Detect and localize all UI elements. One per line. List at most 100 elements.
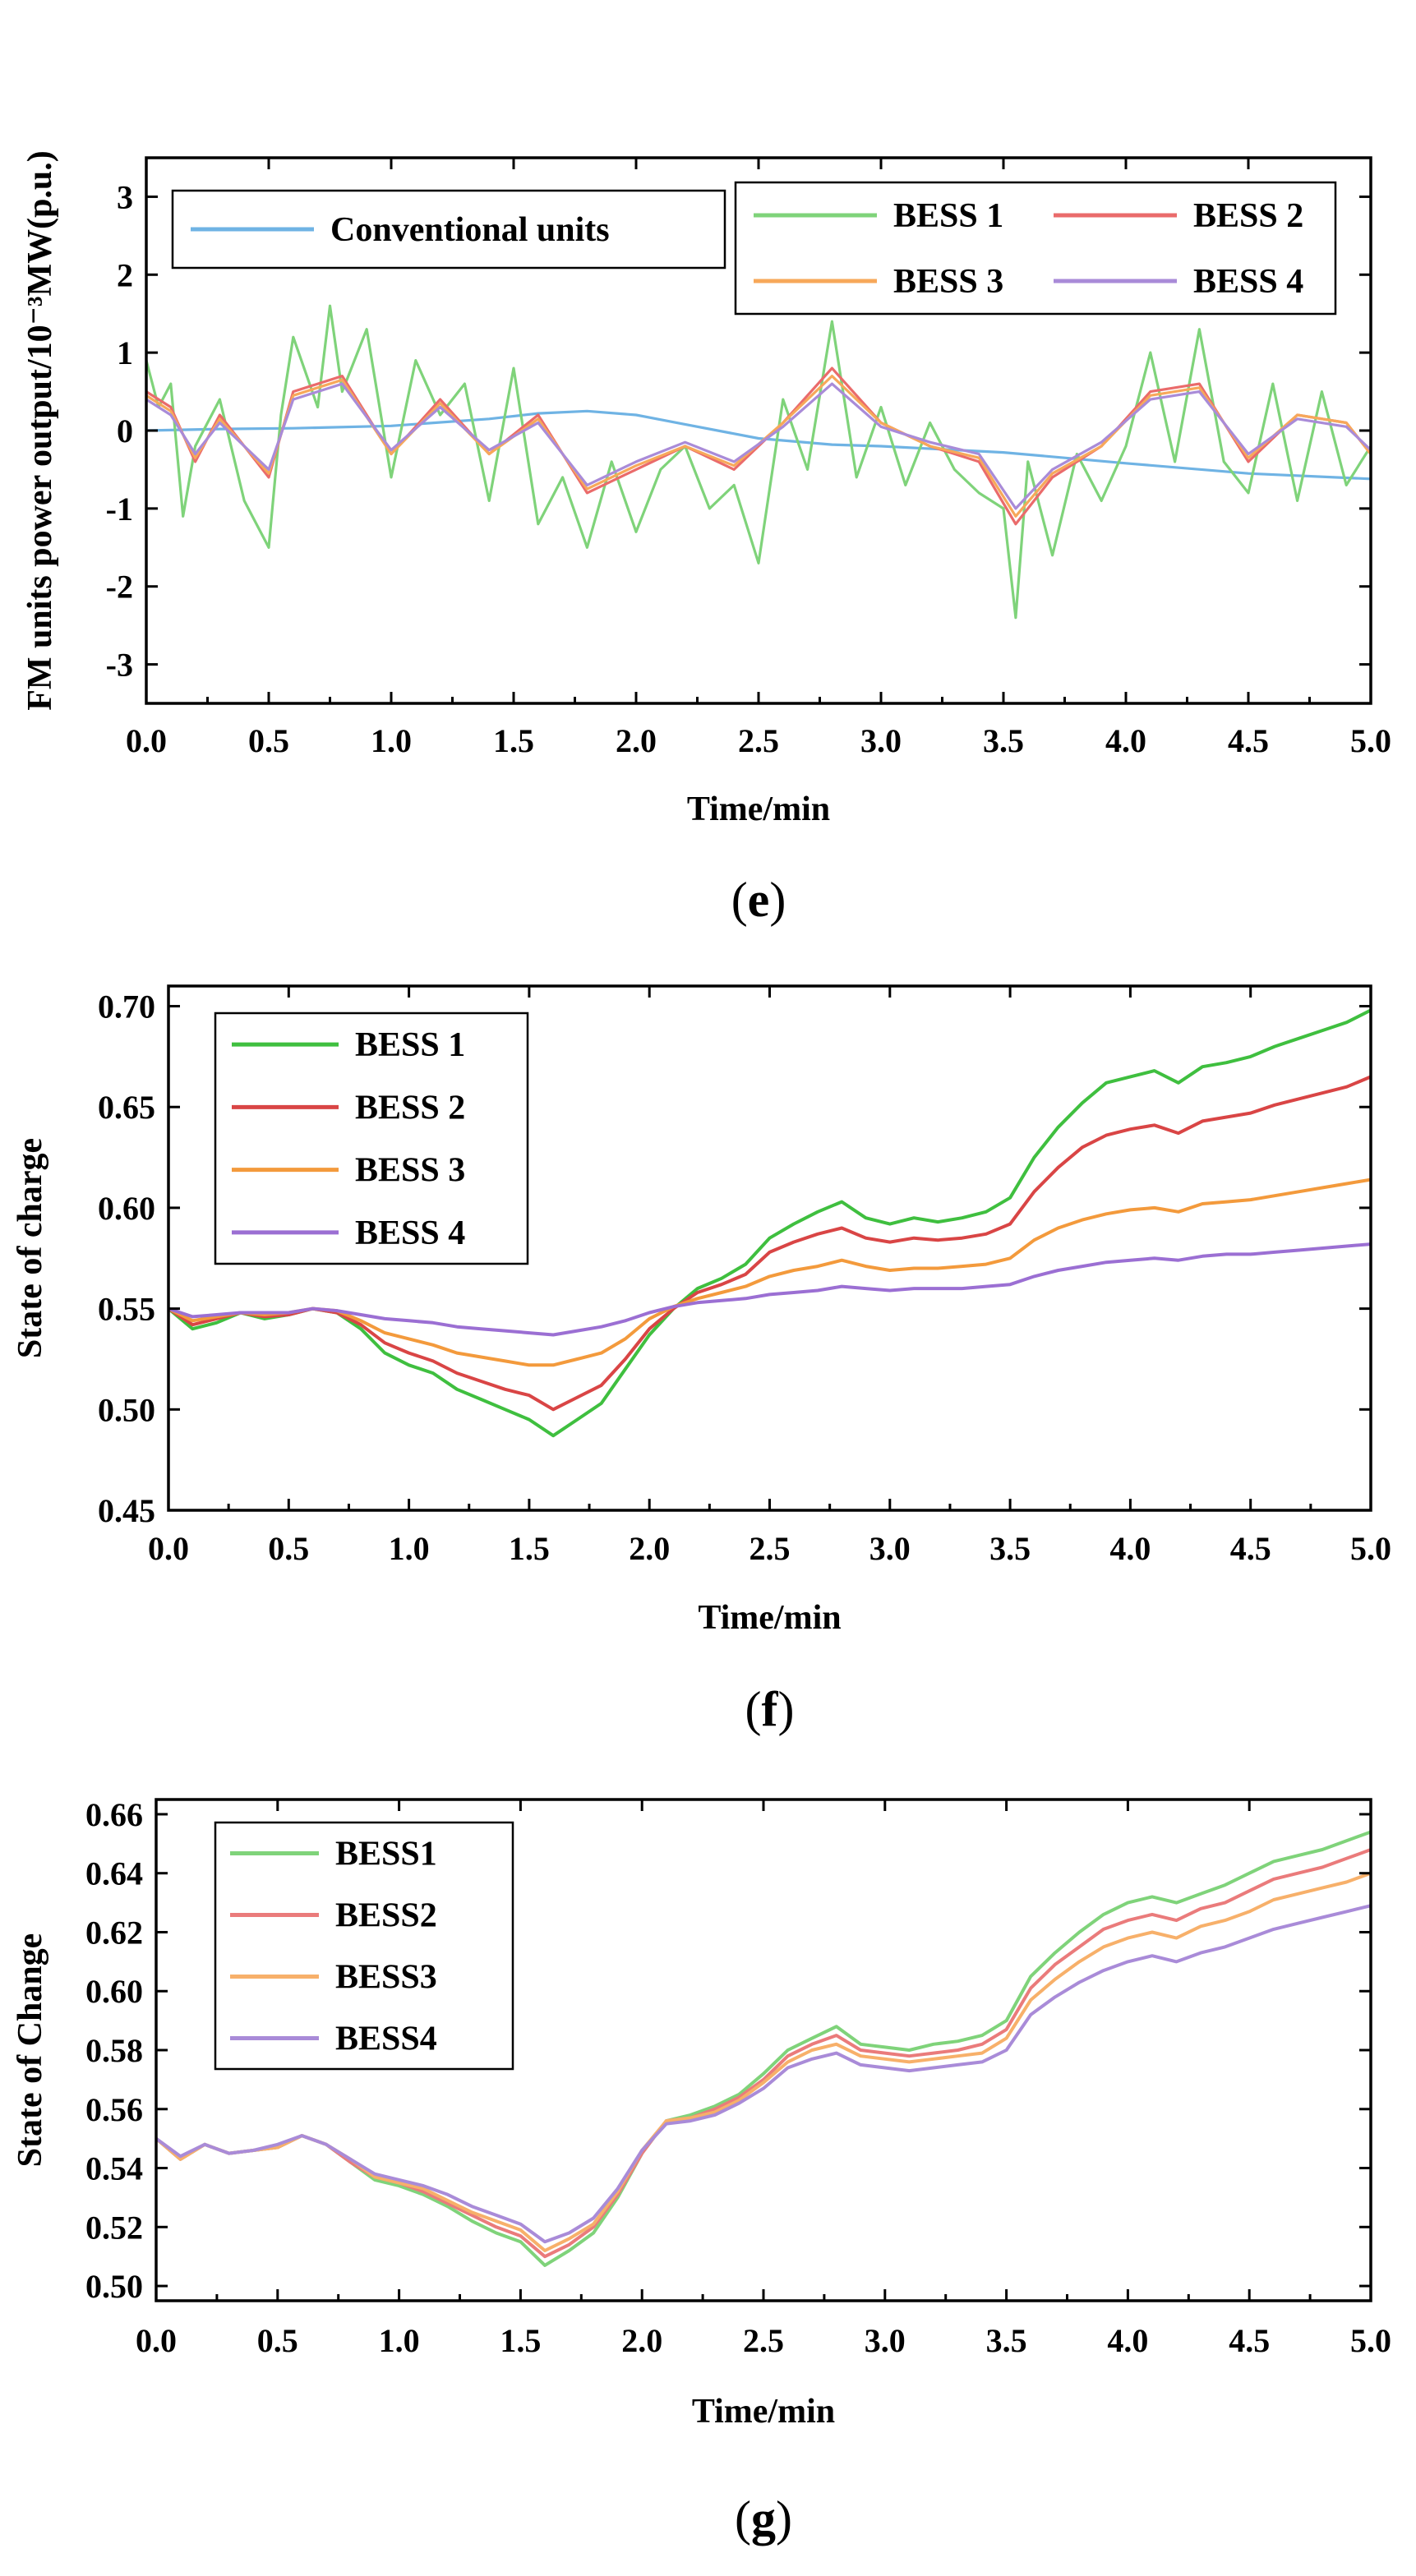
legend-box	[214, 1821, 514, 2071]
legend-label: BESS4	[335, 2021, 437, 2058]
x-tick-label: 3.5	[986, 2322, 1027, 2359]
x-tick-label: 4.0	[1109, 1530, 1151, 1567]
legend: BESS 1 BESS 2 BESS 3 BESS 4	[734, 181, 1337, 316]
x-axis-title: Time/min	[692, 2393, 835, 2431]
panel-label-close: )	[777, 1682, 794, 1736]
panel-label-open: (	[745, 1682, 762, 1736]
x-tick-label: 2.0	[629, 1530, 670, 1567]
legend-label: BESS 3	[355, 1152, 465, 1190]
panel-g-chart: 0.0 0.5 1.0 1.5 2.0 2.5 3.0 3.5 4.0 4.5 5.0 0.66 0.6…	[12, 1796, 1391, 2546]
y-tick-label: 0.50	[85, 2268, 143, 2305]
series-group	[156, 1830, 1371, 2267]
legend-label: Conventional units	[330, 211, 610, 249]
legend-box	[734, 181, 1337, 316]
x-tick-label: 3.0	[860, 722, 902, 759]
legend-label: BESS 2	[1193, 197, 1303, 235]
legend: BESS 1 BESS 2 BESS 3 BESS 4	[214, 1012, 529, 1265]
legend: Conventional units	[171, 189, 726, 270]
panel-label-close: )	[769, 873, 786, 927]
panel-label-letter: f	[762, 1682, 779, 1736]
x-tick-label: 3.5	[983, 722, 1024, 759]
panel-f-chart: 0.0 0.5 1.0 1.5 2.0 2.5 3.0 3.5 4.0 4.5 5.0 0.70 0.6…	[12, 984, 1391, 1736]
x-tick-label: 2.5	[750, 1530, 791, 1567]
series-line-bess4	[156, 1904, 1371, 2244]
x-tick-label: 1.5	[493, 722, 534, 759]
panel-label-open: (	[735, 2491, 751, 2546]
series-line-bess-4	[146, 382, 1371, 510]
panel-label-open: (	[731, 873, 748, 927]
y-tick-label: 0.54	[85, 2150, 143, 2187]
series-line-bess-3	[168, 1177, 1371, 1367]
y-tick-label: 0.55	[98, 1291, 155, 1328]
series-line-bess-2	[168, 1075, 1371, 1412]
series-line-bess-1	[168, 1008, 1371, 1438]
x-axis-title: Time/min	[698, 1599, 841, 1637]
x-tick-label: 5.0	[1350, 722, 1391, 759]
legend-label: BESS 4	[355, 1214, 465, 1252]
x-tick-label: 2.5	[743, 2322, 784, 2359]
x-tick-label: 0.5	[248, 722, 289, 759]
series-line-bess-1	[146, 304, 1371, 620]
y-axis-title: State of Change	[12, 1933, 49, 2168]
legend-label: BESS 1	[355, 1026, 465, 1064]
x-tick-label: 0.0	[148, 1530, 189, 1567]
y-tick-label: -2	[106, 569, 133, 606]
x-tick-label: 1.0	[389, 1530, 430, 1567]
legend: BESS1 BESS2 BESS3 BESS4	[214, 1821, 514, 2071]
x-tick-label: 1.0	[371, 722, 412, 759]
legend-label: BESS 4	[1193, 263, 1303, 301]
legend-label: BESS3	[335, 1959, 437, 1997]
y-tick-label: 2	[117, 256, 133, 293]
panel-label: (g)	[735, 2491, 792, 2546]
panel-e-chart: 0.0 0.5 1.0 1.5 2.0 2.5 3.0 3.5 4.0 4.5 5.0 3 2 1 0 -1 -…	[21, 150, 1391, 927]
x-tick-label: 4.0	[1107, 2322, 1148, 2359]
y-tick-label: 0.60	[98, 1190, 155, 1227]
x-tick-label: 1.5	[509, 1530, 550, 1567]
x-tick-label: 3.5	[989, 1530, 1031, 1567]
series-line-bess-4	[168, 1242, 1371, 1337]
legend-label: BESS 3	[893, 263, 1003, 301]
x-tick-label: 3.0	[865, 2322, 906, 2359]
series-group	[168, 1008, 1371, 1438]
y-tick-label: 0.45	[98, 1492, 155, 1529]
y-tick-label: 0.70	[98, 988, 155, 1025]
y-tick-label: 0.66	[85, 1796, 143, 1833]
legend-label: BESS 1	[893, 197, 1003, 235]
x-axis-title: Time/min	[687, 790, 830, 828]
x-tick-label: 2.5	[738, 722, 779, 759]
y-tick-label: -1	[106, 491, 133, 528]
y-axis-title: State of charge	[12, 1138, 49, 1358]
x-tick-label: 4.0	[1105, 722, 1146, 759]
y-tick-label: 0	[117, 412, 133, 449]
panel-label-close: )	[776, 2491, 792, 2546]
x-tick-label: 4.5	[1230, 1530, 1271, 1567]
panel-label: (f)	[745, 1682, 795, 1736]
y-tick-label: 0.65	[98, 1089, 155, 1126]
x-tick-label: 1.5	[500, 2322, 541, 2359]
legend-label: BESS1	[335, 1836, 437, 1873]
y-tick-label: 0.62	[85, 1914, 143, 1951]
x-tick-label: 0.5	[257, 2322, 298, 2359]
x-tick-label: 1.0	[379, 2322, 420, 2359]
panel-label-letter: e	[748, 873, 770, 927]
x-tick-label: 0.0	[136, 2322, 177, 2359]
legend-label: BESS2	[335, 1897, 437, 1935]
y-tick-label: -3	[106, 647, 133, 684]
y-tick-label: 0.60	[85, 1973, 143, 2010]
x-tick-label: 0.0	[126, 722, 167, 759]
x-tick-label: 4.5	[1228, 722, 1269, 759]
legend-box	[214, 1012, 529, 1265]
y-tick-label: 3	[117, 178, 133, 215]
series-group	[146, 304, 1371, 620]
legend-label: BESS 2	[355, 1089, 465, 1127]
y-tick-label: 0.56	[85, 2091, 143, 2128]
x-tick-label: 2.0	[621, 2322, 662, 2359]
y-tick-label: 0.64	[85, 1855, 143, 1892]
y-tick-label: 0.50	[98, 1391, 155, 1428]
y-tick-label: 0.58	[85, 2032, 143, 2069]
y-axis-title: FM units power output/10⁻³MW(p.u.)	[21, 150, 59, 711]
x-tick-label: 5.0	[1350, 1530, 1391, 1567]
x-tick-label: 0.5	[268, 1530, 309, 1567]
y-tick-label: 1	[117, 334, 133, 371]
